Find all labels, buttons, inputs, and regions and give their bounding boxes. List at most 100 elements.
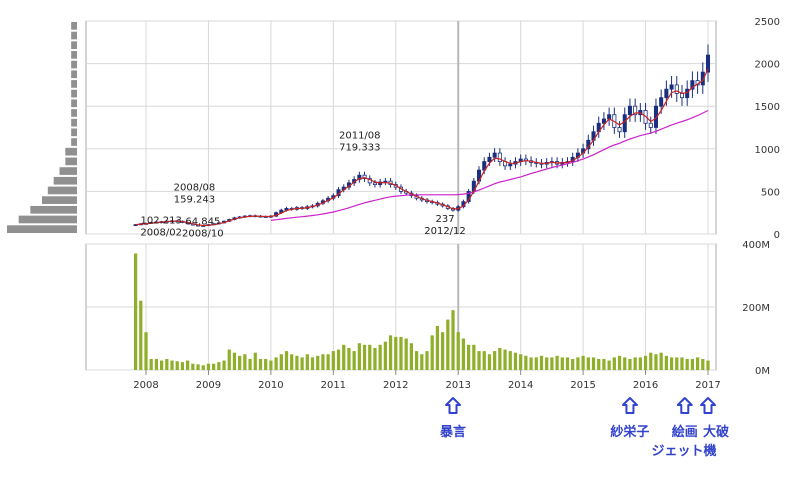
- volume-bar: [565, 357, 570, 370]
- candle: [679, 93, 684, 99]
- volume-bar: [217, 362, 221, 370]
- volume-bar: [669, 357, 674, 370]
- candle: [497, 152, 502, 162]
- volume-bar: [139, 300, 143, 370]
- volume-bar: [248, 358, 252, 370]
- volume-bar: [409, 343, 414, 370]
- x-tick-label: 2016: [633, 380, 658, 391]
- candle: [508, 163, 513, 167]
- volume-profile-bar: [30, 205, 77, 214]
- volume-bar: [513, 352, 518, 370]
- volume-bar: [435, 325, 440, 370]
- volume-bar: [456, 332, 460, 370]
- volume-bar: [295, 355, 299, 370]
- volume-bar: [576, 357, 580, 370]
- x-tick-label: 2008: [133, 380, 158, 391]
- volume-bar: [586, 357, 590, 370]
- volume-profile-bar: [71, 41, 77, 50]
- volume-bar: [196, 364, 200, 370]
- candle: [622, 114, 627, 133]
- candle: [362, 174, 367, 180]
- x-tick-label: 2017: [695, 380, 720, 391]
- event-arrow-icon: [676, 397, 693, 414]
- volume-bar: [316, 355, 320, 370]
- volume-bar: [170, 360, 174, 370]
- volume-bar: [394, 336, 398, 370]
- volume-bar: [310, 357, 315, 370]
- volume-bar: [305, 354, 309, 370]
- volume-bar: [440, 332, 445, 370]
- candle: [607, 114, 612, 120]
- annotation-value: 102.213: [141, 215, 182, 226]
- volume-bar: [362, 344, 367, 370]
- volume-bar: [165, 358, 169, 370]
- candle: [669, 84, 674, 90]
- ma-short-line: [135, 68, 709, 227]
- volume-bar: [612, 357, 616, 370]
- volume-bar: [347, 347, 351, 370]
- volume-profile-bar: [59, 167, 77, 175]
- volume-profile-bar: [47, 186, 77, 195]
- volume-profile-bar: [71, 60, 77, 69]
- volume-bar: [472, 344, 476, 370]
- volume-bar: [446, 319, 450, 370]
- volume-bar: [659, 352, 663, 370]
- x-tick-label: 2014: [508, 380, 533, 391]
- candle: [685, 88, 690, 99]
- volume-bar: [643, 355, 648, 370]
- event-label: 紗栄子: [610, 424, 649, 440]
- volume-bar: [284, 351, 289, 370]
- annotation-date: 2012/12: [424, 226, 466, 237]
- volume-bar: [232, 352, 237, 370]
- volume-bar: [617, 355, 622, 370]
- volume-bar: [664, 355, 668, 370]
- volume-bar: [378, 344, 382, 370]
- volume-bar: [279, 354, 283, 370]
- event-label: 大破: [703, 424, 729, 440]
- volume-bar: [253, 352, 257, 370]
- volume-y-tick-label: 400M: [742, 240, 770, 251]
- event-arrow-icon: [621, 397, 638, 414]
- volume-bar: [388, 335, 393, 370]
- volume-bar: [290, 354, 294, 370]
- volume-profile-bar: [71, 80, 77, 88]
- volume-bar: [144, 332, 148, 370]
- volume-bar: [602, 358, 606, 370]
- volume-bar: [180, 362, 185, 370]
- volume-bar: [628, 358, 632, 370]
- volume-bar: [508, 351, 512, 370]
- volume-bar: [597, 358, 601, 370]
- volume-profile-bar: [71, 118, 77, 127]
- candle: [664, 88, 669, 99]
- volume-bar: [555, 355, 559, 370]
- volume-bar: [461, 338, 466, 370]
- price-y-tick-label: 1500: [755, 102, 780, 113]
- volume-bar: [524, 355, 528, 370]
- volume-bar: [414, 351, 419, 370]
- volume-bar: [186, 360, 190, 370]
- candle: [372, 182, 377, 185]
- volume-bar: [487, 354, 492, 370]
- volume-bar: [623, 357, 627, 370]
- volume-bar: [649, 352, 653, 370]
- event-label: ジェット機: [651, 443, 716, 459]
- volume-profile-bar: [71, 89, 77, 98]
- volume-bar: [238, 355, 242, 370]
- volume-bar: [675, 357, 679, 370]
- candle: [674, 84, 679, 94]
- candle: [492, 152, 497, 158]
- event-label: 暴言: [439, 424, 466, 440]
- volume-bar: [706, 360, 710, 370]
- volume-bar: [633, 357, 637, 370]
- volume-y-tick-label: 0M: [755, 366, 770, 377]
- volume-bar: [545, 357, 549, 370]
- volume-bar: [503, 349, 507, 370]
- volume-bar: [519, 354, 523, 370]
- volume-profile-bar: [42, 196, 77, 204]
- volume-bar: [529, 357, 533, 370]
- event-arrow-icon: [700, 397, 716, 414]
- volume-bar: [352, 351, 356, 370]
- volume-bar: [159, 360, 164, 370]
- candle: [487, 156, 492, 162]
